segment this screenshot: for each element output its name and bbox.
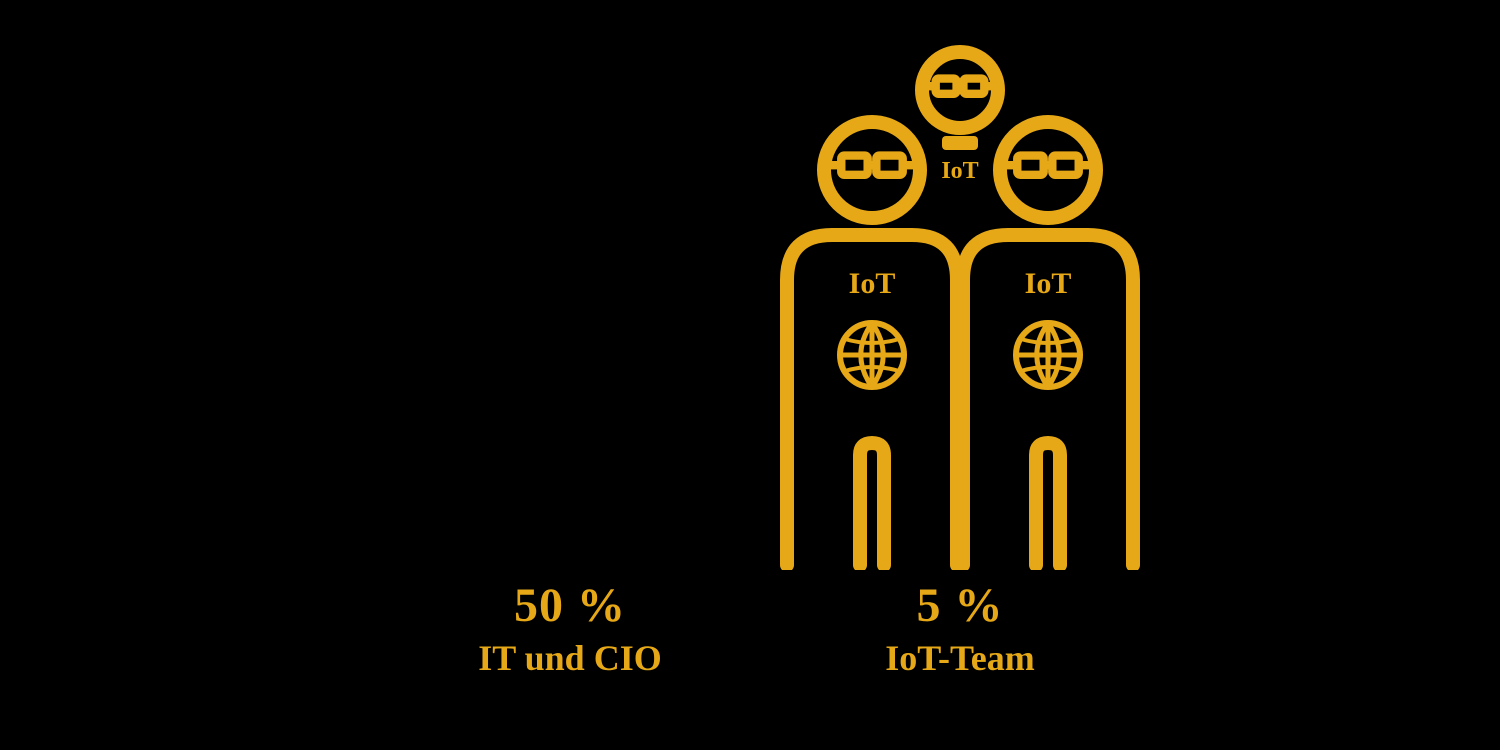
stat-label-iot-team: IoT-Team (780, 637, 1140, 679)
group-it-cio: CIO (390, 40, 750, 570)
svg-text:IoT: IoT (941, 158, 978, 184)
group-iot-team: IoT IoT IoT (780, 40, 1140, 570)
svg-text:IoT: IoT (1025, 267, 1072, 300)
label-block-iot-team: 5 % IoT-Team (780, 580, 1140, 679)
stat-value-iot-team: 5 % (780, 580, 1140, 633)
people-icon-iot-team: IoT IoT IoT (780, 40, 1140, 570)
svg-text:CIO: CIO (547, 158, 592, 184)
stat-value-it-cio: 50 % (390, 580, 750, 633)
people-icon-it-cio: CIO (390, 40, 750, 570)
label-block-it-cio: 50 % IT und CIO (390, 580, 750, 679)
stat-label-it-cio: IT und CIO (390, 637, 750, 679)
infographic-canvas: CIO 50 % IT und CIO IoT IoT IoT 5 % IoT-Te… (0, 0, 1500, 750)
svg-text:IoT: IoT (849, 267, 896, 300)
